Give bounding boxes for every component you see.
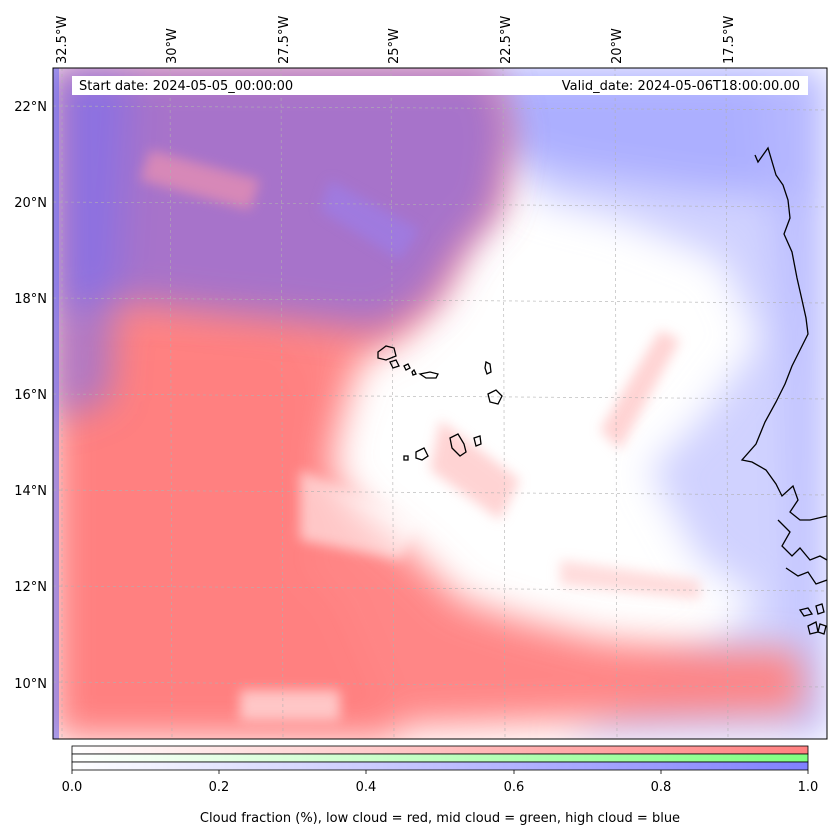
coastlines (377, 146, 827, 635)
lat-label: 12°N (14, 580, 47, 595)
lon-label: 30°W (165, 28, 180, 64)
colorbar-high-blue (71, 761, 809, 771)
lat-label: 20°N (14, 196, 47, 211)
lon-label: 25°W (387, 28, 402, 64)
latitude-labels: 22°N 20°N 18°N 16°N 14°N 12°N 10°N (14, 100, 47, 692)
lon-label: 22.5°W (499, 16, 514, 64)
colorbar-label: Cloud fraction (%), low cloud = red, mid… (200, 811, 680, 826)
colorbar-tick: 1.0 (798, 780, 819, 795)
lon-label: 20°W (610, 28, 625, 64)
lon-label: 17.5°W (722, 16, 737, 64)
cape-verde-sao-nicolau (418, 371, 439, 379)
colorbar-tick: 0.4 (356, 780, 377, 795)
lat-label: 14°N (14, 484, 47, 499)
cape-verde-maio (473, 435, 482, 447)
lat-label: 18°N (14, 292, 47, 307)
gridlines (53, 68, 827, 739)
lat-label: 10°N (14, 677, 47, 692)
longitude-labels: 32.5°W 30°W 27.5°W 25°W 22.5°W 20°W 17.5… (55, 16, 737, 64)
map-frame (52, 67, 828, 740)
colorbar-tick: 0.0 (62, 780, 83, 795)
lat-label: 16°N (14, 388, 47, 403)
colorbar-low-red (71, 745, 809, 755)
colorbar-tick: 0.2 (209, 780, 230, 795)
cloud-field (53, 68, 827, 739)
lon-label: 27.5°W (277, 16, 292, 64)
lat-label: 22°N (14, 100, 47, 115)
cape-verde-santiago (449, 433, 467, 457)
colorbar: 0.0 0.2 0.4 0.6 0.8 1.0 Cloud fraction (… (62, 745, 819, 826)
colorbar-tick: 0.8 (651, 780, 672, 795)
cape-verde-sal (484, 361, 492, 375)
colorbar-mid-green (71, 753, 809, 763)
cape-verde-brava (403, 455, 409, 461)
start-date: Start date: 2024-05-05_00:00:00 (79, 79, 293, 94)
cape-verde-boa-vista (487, 389, 503, 405)
colorbar-tick: 0.6 (504, 780, 525, 795)
cape-verde-fogo (415, 447, 429, 461)
header-box (72, 76, 808, 95)
lon-label: 32.5°W (55, 16, 70, 64)
cape-verde-sao-vicente (389, 359, 400, 369)
cape-verde-santo-antao (377, 345, 397, 361)
africa-coastline (740, 146, 827, 521)
valid-date: Valid_date: 2024-05-06T18:00:00.00 (562, 79, 800, 94)
